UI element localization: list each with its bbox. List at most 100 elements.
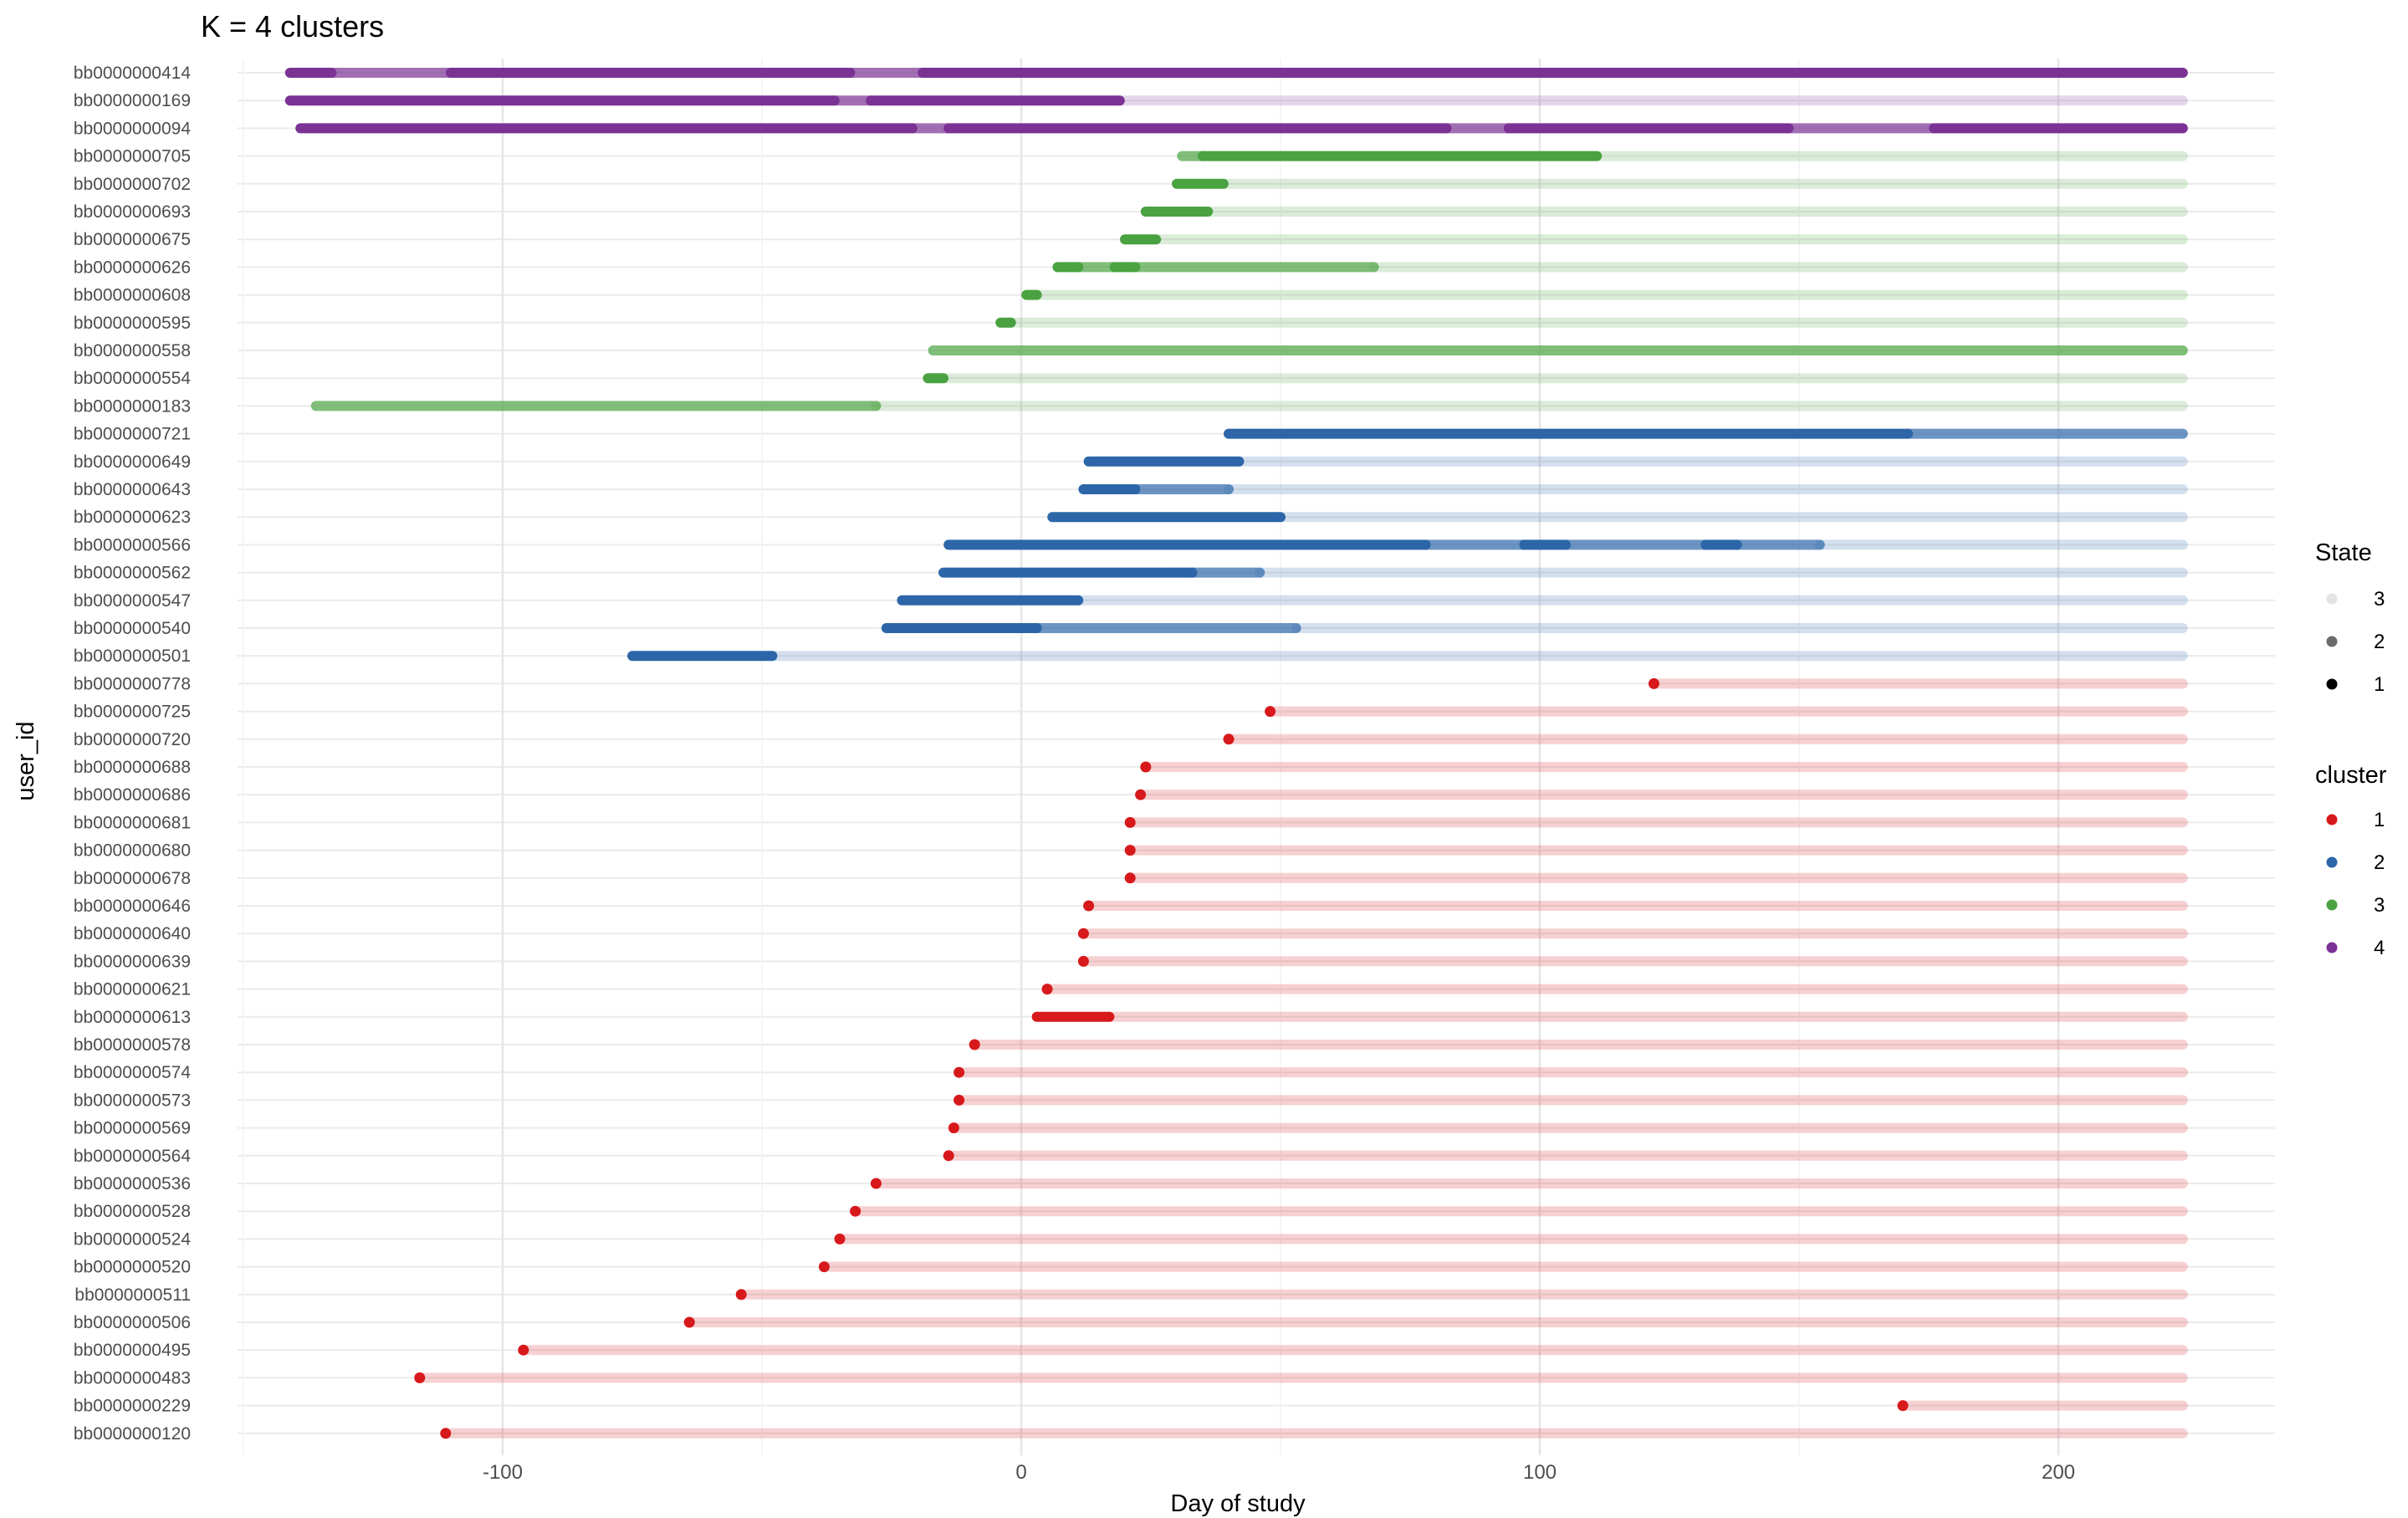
sequence-row <box>1223 733 2188 745</box>
legend-state-key <box>2326 678 2338 690</box>
y-tick-label: bb0000000680 <box>74 841 191 861</box>
y-tick-label: bb0000000721 <box>74 425 191 444</box>
state-point <box>943 1150 954 1162</box>
sequence-row <box>1077 955 2188 967</box>
y-axis-label: user_id <box>13 721 39 800</box>
y-tick-label: bb0000000511 <box>74 1285 191 1305</box>
state-point <box>1140 761 1152 773</box>
y-tick-label: bb0000000562 <box>74 564 191 583</box>
y-tick-label: bb0000000564 <box>74 1147 191 1166</box>
sequence-row <box>953 1066 2188 1078</box>
state-point <box>735 1289 747 1301</box>
y-tick-label: bb0000000613 <box>74 1008 191 1027</box>
y-tick-label: bb0000000626 <box>74 258 191 277</box>
sequence-row <box>1124 816 2188 828</box>
sequence-row <box>683 1316 2188 1328</box>
y-tick-labels: bb0000000414 bb0000000169 bb0000000094 bb00… <box>74 64 191 1444</box>
y-tick-label: bb0000000536 <box>74 1174 191 1193</box>
y-tick-label: bb0000000169 <box>74 91 191 110</box>
y-tick-label: bb0000000501 <box>74 647 191 666</box>
y-tick-label: bb0000000528 <box>74 1202 191 1221</box>
legend-cluster-label: 3 <box>2374 894 2385 917</box>
legend-cluster-title: cluster <box>2315 762 2387 789</box>
y-tick-label: bb0000000686 <box>74 785 191 805</box>
sequence-row <box>1041 984 2188 995</box>
state-point <box>1265 706 1276 718</box>
x-tick-label: 200 <box>2042 1461 2075 1484</box>
y-tick-label: bb0000000725 <box>74 703 191 722</box>
state-point <box>440 1428 452 1439</box>
y-tick-label: bb0000000640 <box>74 924 191 943</box>
y-tick-label: bb0000000778 <box>74 674 191 693</box>
sequence-row <box>518 1344 2188 1356</box>
sequence-row <box>1265 706 2188 718</box>
y-tick-label: bb0000000639 <box>74 952 191 971</box>
y-tick-label: bb0000000506 <box>74 1313 191 1332</box>
sequence-row <box>870 1178 2188 1189</box>
sequence-row <box>1648 677 2188 689</box>
y-tick-label: bb0000000483 <box>74 1368 191 1388</box>
state-point <box>1223 733 1235 745</box>
chart-title: K = 4 clusters <box>201 9 384 43</box>
state-point <box>1124 816 1136 828</box>
sequence-row <box>1897 1400 2188 1412</box>
legend-cluster-key <box>2326 942 2338 953</box>
sequence-row <box>1124 845 2188 856</box>
sequence-row <box>440 1428 2188 1439</box>
sequence-row <box>834 1233 2188 1245</box>
x-axis-label: Day of study <box>1170 1490 1306 1517</box>
state-point <box>1077 928 1089 939</box>
y-tick-label: bb0000000524 <box>74 1229 191 1249</box>
sequence-row <box>735 1289 2188 1301</box>
legend-cluster: cluster 1 2 3 4 <box>2315 762 2387 959</box>
x-tick-label: -100 <box>483 1461 523 1484</box>
state-point <box>683 1316 695 1328</box>
legend-state-key <box>2326 593 2338 605</box>
y-tick-label: bb0000000094 <box>74 119 191 138</box>
state-point <box>948 1122 959 1134</box>
state-point <box>414 1372 426 1383</box>
legend-cluster-key <box>2326 856 2338 868</box>
sequence-row <box>818 1261 2188 1273</box>
state-point <box>1124 872 1136 884</box>
state-point <box>1083 900 1095 912</box>
state-point <box>1124 845 1136 856</box>
y-tick-label: bb0000000693 <box>74 202 191 222</box>
sequence-row <box>1083 900 2188 912</box>
y-tick-label: bb0000000608 <box>74 286 191 305</box>
y-tick-label: bb0000000646 <box>74 897 191 916</box>
sequence-row <box>1077 928 2188 939</box>
legend-cluster-label: 2 <box>2374 851 2385 874</box>
y-tick-label: bb0000000595 <box>74 314 191 333</box>
y-tick-label: bb0000000558 <box>74 341 191 360</box>
y-tick-label: bb0000000720 <box>74 730 191 749</box>
x-tick-label: 0 <box>1015 1461 1026 1484</box>
state-point <box>834 1233 846 1245</box>
y-tick-label: bb0000000678 <box>74 869 191 888</box>
sequence-row <box>414 1372 2188 1383</box>
sequence-row <box>953 1094 2188 1106</box>
y-tick-label: bb0000000520 <box>74 1258 191 1277</box>
y-tick-label: bb0000000675 <box>74 230 191 249</box>
state-point <box>953 1066 965 1078</box>
y-tick-label: bb0000000414 <box>74 64 191 83</box>
sequence-row <box>1135 789 2188 800</box>
legend-state-title: State <box>2315 539 2372 566</box>
state-point <box>850 1205 861 1217</box>
sequence-row <box>943 1150 2188 1162</box>
sequence-row <box>1124 872 2188 884</box>
sequence-row <box>948 1122 2188 1134</box>
sequence-row <box>850 1205 2188 1217</box>
y-tick-label: bb0000000681 <box>74 813 191 832</box>
y-tick-label: bb0000000649 <box>74 452 191 472</box>
legend-state: State 3 2 1 <box>2315 539 2385 696</box>
state-point <box>1648 677 1659 689</box>
legend-cluster-key <box>2326 899 2338 911</box>
state-point <box>818 1261 830 1273</box>
y-tick-label: bb0000000547 <box>74 591 191 611</box>
legend-cluster-key <box>2326 814 2338 825</box>
state-point <box>1135 789 1147 800</box>
x-tick-label: 100 <box>1523 1461 1557 1484</box>
sequence-row <box>969 1039 2188 1050</box>
legend-state-label: 3 <box>2374 588 2385 611</box>
